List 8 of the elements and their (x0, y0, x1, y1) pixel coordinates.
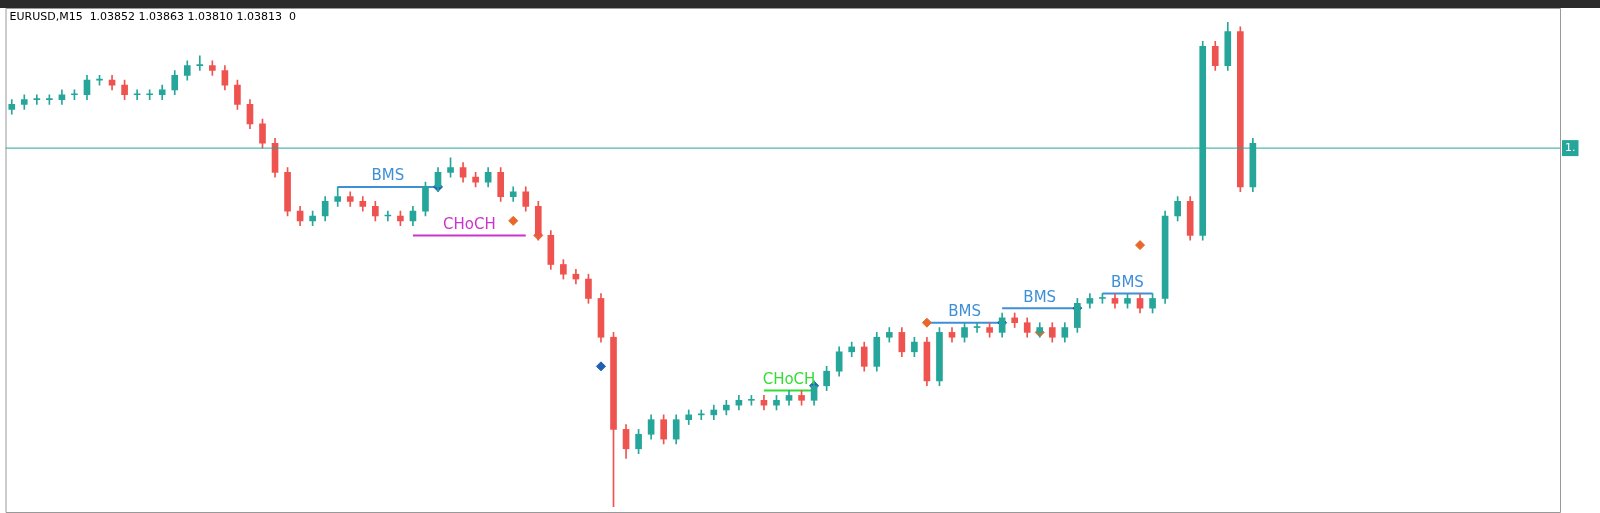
series-label: CHoCH (443, 214, 496, 233)
chart-title: EURUSD,M15 1.03852 1.03863 1.03810 1.03813 0 (9, 10, 297, 24)
series-label: BMS (371, 166, 405, 185)
series-label: BMS (1111, 272, 1144, 291)
series-label: BMS (1023, 287, 1057, 306)
series-label: BMS (948, 302, 981, 321)
series-label: CHoCH (762, 369, 816, 388)
ref-line-label: 1. (1565, 140, 1576, 154)
